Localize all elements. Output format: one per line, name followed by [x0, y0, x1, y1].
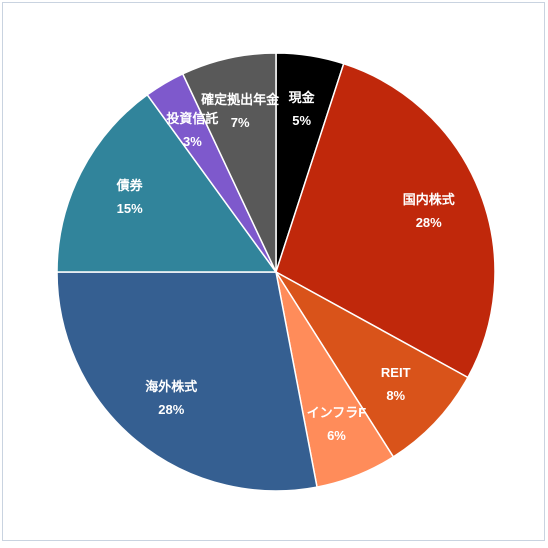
slice-label: REIT	[381, 365, 411, 380]
pie-slice	[56, 271, 318, 492]
slice-label: 国内株式	[403, 192, 455, 207]
value-label: 28%	[416, 215, 442, 230]
pie-slice	[181, 52, 277, 273]
slice-label: 債券	[116, 178, 144, 193]
value-label: 7%	[231, 115, 250, 130]
value-label: 28%	[158, 402, 184, 417]
value-label: 6%	[327, 428, 346, 443]
pie-slice	[275, 271, 469, 458]
value-label: 15%	[117, 201, 143, 216]
value-label: 8%	[386, 388, 405, 403]
slice-label: 現金	[289, 90, 316, 105]
slice-label: 投資信託	[166, 111, 218, 126]
slice-label: 海外株式	[145, 379, 197, 394]
value-label: 5%	[292, 113, 311, 128]
value-label: 3%	[183, 134, 202, 149]
slice-label: 確定拠出年金	[201, 92, 280, 107]
pie-slice	[56, 93, 278, 273]
pie-slice	[275, 62, 496, 379]
slice-label: インフラF	[307, 405, 367, 420]
